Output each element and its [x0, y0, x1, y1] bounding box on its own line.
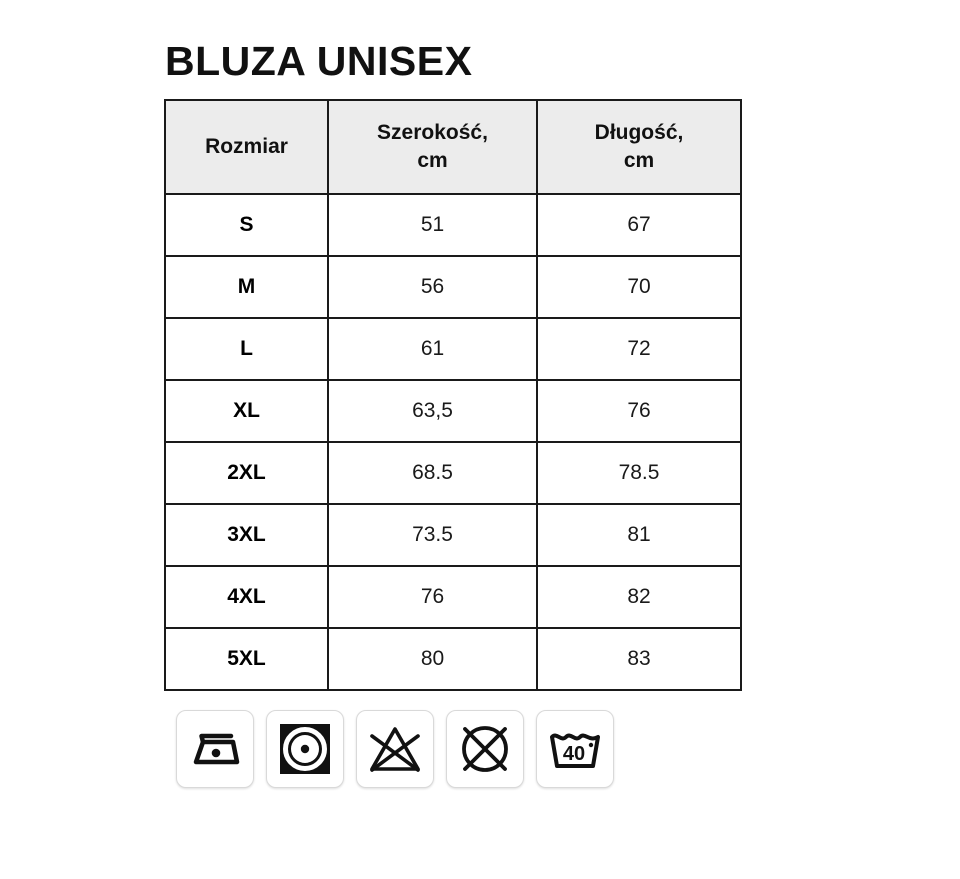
do-not-bleach-icon [356, 710, 434, 789]
cell-width: 51 [327, 193, 538, 258]
cell-width: 80 [327, 627, 538, 692]
table-row: XL 63,5 76 [164, 379, 742, 444]
cell-width: 76 [327, 565, 538, 630]
wash-40-degrees-icon: 40 [536, 710, 614, 789]
cell-width: 73.5 [327, 503, 538, 568]
cell-length: 78.5 [536, 441, 742, 506]
cell-width: 56 [327, 255, 538, 320]
iron-low-temperature-icon [176, 710, 254, 789]
table-row: M 56 70 [164, 255, 742, 320]
cell-size: 5XL [164, 627, 329, 692]
column-header-length: Długość, cm [536, 99, 742, 196]
cell-size: 4XL [164, 565, 329, 630]
column-header-width-label: Szerokość, [377, 120, 488, 144]
column-header-length-label: Długość, [594, 120, 684, 144]
table-row: 4XL 76 82 [164, 565, 742, 630]
cell-size: M [164, 255, 329, 320]
cell-length: 81 [536, 503, 742, 568]
table-row: 2XL 68.5 78.5 [164, 441, 742, 506]
cell-length: 82 [536, 565, 742, 630]
page-title: BLUZA UNISEX [165, 38, 473, 84]
cell-size: L [164, 317, 329, 382]
table-body: S 51 67 M 56 70 L 61 72 XL 63,5 76 2XL 6 [164, 193, 742, 692]
care-symbols-row: 40 [176, 710, 744, 789]
wash-temperature-label: 40 [563, 743, 585, 765]
cell-length: 83 [536, 627, 742, 692]
size-chart-container: BLUZA UNISEX Rozmiar Szerokość, cm Długo… [164, 38, 744, 789]
do-not-dry-clean-icon [446, 710, 524, 789]
cell-size: S [164, 193, 329, 258]
cell-length: 76 [536, 379, 742, 444]
cell-size: 2XL [164, 441, 329, 506]
cell-length: 67 [536, 193, 742, 258]
column-header-width-unit: cm [417, 149, 448, 173]
column-header-size: Rozmiar [164, 99, 329, 196]
cell-width: 68.5 [327, 441, 538, 506]
column-header-length-unit: cm [623, 149, 655, 173]
cell-width: 63,5 [327, 379, 538, 444]
cell-length: 72 [536, 317, 742, 382]
table-header: Rozmiar Szerokość, cm Długość, cm [164, 99, 742, 196]
column-header-width: Szerokość, cm [327, 99, 538, 196]
table-row: S 51 67 [164, 193, 742, 258]
cell-size: 3XL [164, 503, 329, 568]
table-row: 3XL 73.5 81 [164, 503, 742, 568]
tumble-dry-low-icon [266, 710, 344, 789]
table-header-row: Rozmiar Szerokość, cm Długość, cm [164, 99, 742, 196]
table-row: 5XL 80 83 [164, 627, 742, 692]
size-table: Rozmiar Szerokość, cm Długość, cm S 51 6… [164, 99, 742, 692]
table-row: L 61 72 [164, 317, 742, 382]
cell-size: XL [164, 379, 329, 444]
cell-length: 70 [536, 255, 742, 320]
column-header-size-label: Rozmiar [205, 134, 288, 158]
cell-width: 61 [327, 317, 538, 382]
